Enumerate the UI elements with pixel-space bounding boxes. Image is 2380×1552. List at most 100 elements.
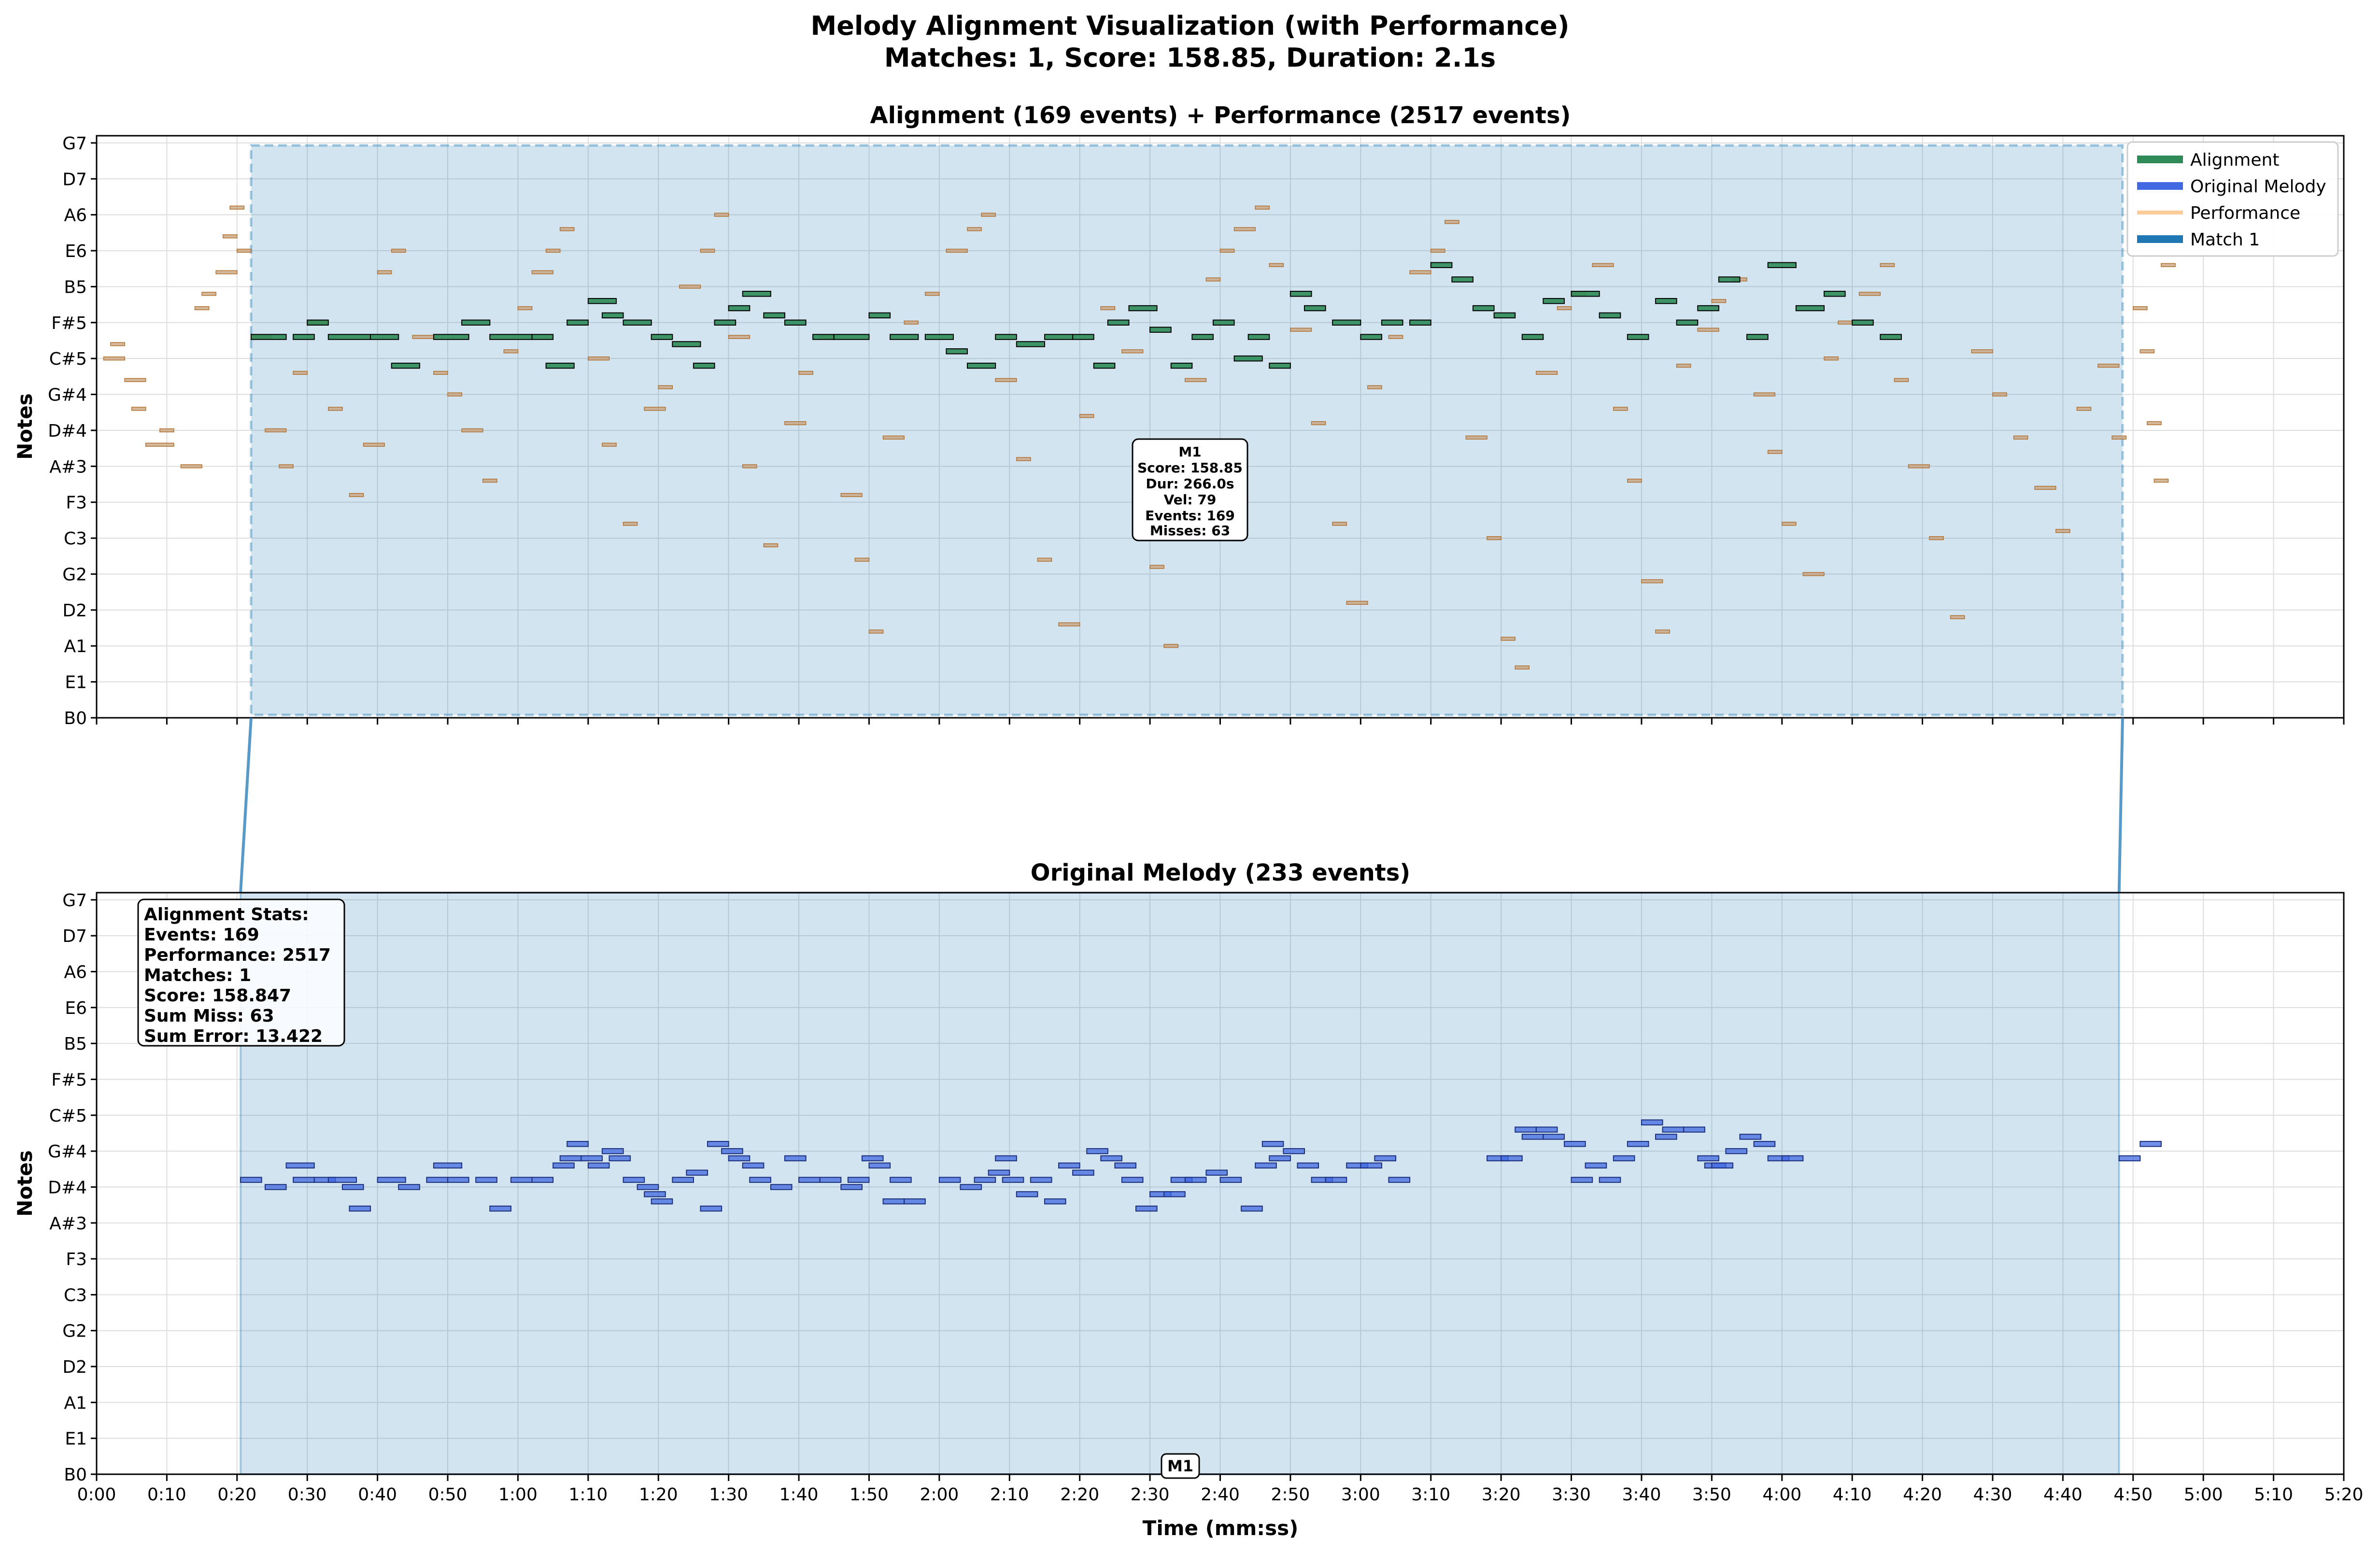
x-tick-label: 2:30 (1131, 1485, 1170, 1505)
y-tick-label: G7 (62, 134, 87, 154)
alignment-note (587, 298, 617, 304)
performance-note (925, 292, 940, 296)
x-tick-label: 1:00 (498, 1485, 538, 1505)
alignment-note (567, 319, 589, 326)
performance-note (1824, 356, 1839, 361)
alignment-note (1072, 334, 1094, 340)
melody-note (1044, 1198, 1066, 1205)
melody-note (1641, 1119, 1663, 1125)
x-tick-label: 1:20 (639, 1485, 678, 1505)
melody-note (1563, 1141, 1586, 1147)
melody-note (1205, 1169, 1228, 1176)
alignment-note (1718, 276, 1741, 283)
melody-note (686, 1169, 708, 1176)
performance-note (904, 320, 919, 325)
performance-note (1894, 378, 1909, 382)
x-tick-label: 3:00 (1341, 1485, 1380, 1505)
alignment-stats-line: Sum Miss: 63 (144, 1006, 274, 1026)
performance-note (1971, 349, 1993, 354)
performance-note (237, 248, 252, 253)
melody-note (1360, 1162, 1382, 1169)
alignment-note (1360, 334, 1382, 340)
performance-note (1676, 363, 1691, 368)
melody-note (1072, 1169, 1094, 1176)
melody-note (531, 1177, 554, 1183)
alignment-notes (250, 262, 1902, 369)
x-tick-label: 3:30 (1552, 1485, 1591, 1505)
x-tick-label: 0:50 (428, 1485, 468, 1505)
y-tick-label: C#5 (49, 349, 87, 369)
x-tick-label: 5:10 (2254, 1485, 2293, 1505)
performance-note (1445, 220, 1459, 224)
x-tick-label: 1:30 (709, 1485, 748, 1505)
melody-note (377, 1177, 406, 1183)
performance-note (1950, 615, 1965, 619)
alignment-note (1093, 362, 1116, 369)
melody-note (1535, 1126, 1558, 1133)
x-tick-label: 4:50 (2113, 1485, 2153, 1505)
melody-note (601, 1148, 624, 1154)
x-tick-label: 0:10 (147, 1485, 186, 1505)
performance-note (110, 342, 125, 346)
match-1-annotation-line: M1 (1178, 444, 1201, 460)
performance-note (2147, 421, 2162, 426)
figure-title-line2: Matches: 1, Score: 158.85, Duration: 2.1… (884, 43, 1496, 73)
melody-note (567, 1141, 589, 1147)
melody-note (1058, 1162, 1080, 1169)
melody-note (861, 1155, 884, 1162)
y-tick-label: B0 (64, 1465, 87, 1485)
melody-note (1515, 1126, 1537, 1133)
performance-note (2139, 349, 2155, 354)
melody-note (1697, 1155, 1719, 1162)
performance-note (2161, 263, 2176, 267)
alignment-note (1521, 334, 1544, 340)
y-tick-label: D#4 (48, 421, 87, 441)
melody-note (1219, 1177, 1242, 1183)
performance-note (798, 370, 813, 375)
performance-note (103, 356, 125, 361)
performance-note (1465, 435, 1488, 440)
alignment-note (1016, 341, 1045, 347)
alignment-note (1332, 319, 1361, 326)
y-tick-label: A6 (64, 206, 87, 226)
performance-note (433, 370, 448, 375)
performance-note (2013, 435, 2028, 440)
performance-note (293, 370, 308, 375)
performance-note (1838, 320, 1853, 325)
alignment-note (995, 334, 1017, 340)
melody-note (240, 1177, 262, 1183)
y-tick-label: G2 (62, 565, 87, 584)
connector-end (2117, 717, 2124, 893)
melody-note (1501, 1155, 1523, 1162)
performance-note (784, 421, 807, 426)
performance-note (1290, 327, 1312, 332)
melody-note (1241, 1205, 1263, 1212)
performance-note (265, 428, 287, 433)
performance-note (1802, 572, 1825, 576)
performance-note (1992, 392, 2007, 397)
performance-note (1269, 263, 1284, 267)
performance-note (545, 248, 561, 253)
x-tick-label: 2:50 (1271, 1485, 1310, 1505)
performance-note (2097, 363, 2120, 368)
alignment-note (1128, 305, 1158, 312)
melody-note (433, 1162, 463, 1169)
alignment-note (1289, 291, 1312, 297)
melody-note (552, 1162, 575, 1169)
performance-note (159, 428, 174, 433)
performance-note (840, 493, 863, 497)
melody-note (728, 1155, 751, 1162)
match-1-annotation-line: Dur: 266.0s (1146, 476, 1234, 492)
alignment-note (1599, 312, 1621, 319)
performance-note (995, 378, 1017, 382)
melody-note (293, 1177, 315, 1183)
y-tick-label: B0 (64, 709, 87, 728)
performance-note (868, 629, 884, 634)
x-tick-label: 3:40 (1622, 1485, 1661, 1505)
alignment-note (890, 334, 919, 340)
melody-note (559, 1155, 582, 1162)
performance-note (1929, 536, 1944, 541)
performance-note (854, 557, 870, 562)
x-tick-label: 2:40 (1201, 1485, 1240, 1505)
alignment-note (1852, 319, 1874, 326)
